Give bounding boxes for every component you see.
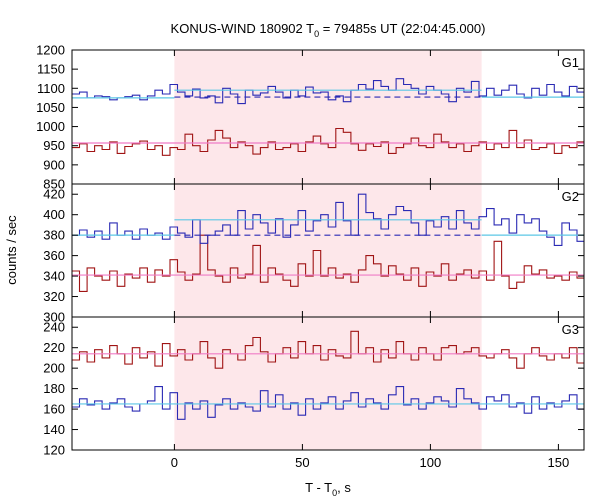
panels-group: 85090095010001050110011501200G1300320340… [36, 43, 585, 470]
shaded-interval [174, 317, 482, 450]
y-tick-label: 420 [43, 187, 65, 202]
x-axis-label-subscript: 0 [332, 488, 337, 498]
y-tick-label: 140 [43, 422, 65, 437]
y-tick-label: 340 [43, 269, 65, 284]
panel-label: G3 [562, 322, 579, 337]
y-tick-label: 1200 [36, 43, 65, 58]
x-tick-label: 50 [295, 455, 309, 470]
red-series-step [72, 234, 584, 292]
x-tick-label: 100 [420, 455, 442, 470]
y-tick-label: 120 [43, 443, 65, 458]
y-axis-label: counts / sec [4, 215, 19, 285]
y-tick-label: 180 [43, 381, 65, 396]
y-tick-label: 1050 [36, 100, 65, 115]
y-tick-label: 380 [43, 228, 65, 243]
panel-g2: 300 320 340 360 380 400 420 G2 [43, 183, 585, 325]
y-tick-label: 160 [43, 402, 65, 417]
x-tick-label: 0 [171, 455, 178, 470]
y-tick-label: 850 [43, 177, 65, 192]
y-tick-label: 900 [43, 157, 65, 172]
y-tick-label: 320 [43, 289, 65, 304]
panel-g1: 850 900 950 1000 1050 1100 1150 1200 G1 [36, 43, 585, 192]
y-tick-label: 1150 [37, 62, 65, 77]
shaded-interval [174, 50, 482, 184]
x-axis-label: T - T0, s [305, 480, 351, 498]
blue-series-step [72, 386, 584, 420]
panel-g3: 120 140 160 180 200 220 240 0 50 100 150 G3 [43, 316, 585, 470]
y-tick-label: 400 [43, 207, 65, 222]
blue-series-step [72, 78, 584, 105]
blue-series-step [72, 193, 584, 246]
y-tick-label: 1100 [37, 81, 65, 96]
y-tick-label: 950 [43, 138, 65, 153]
y-tick-label: 1000 [36, 119, 65, 134]
y-tick-label: 300 [43, 310, 65, 325]
y-tick-label: 240 [43, 320, 65, 335]
y-tick-label: 200 [43, 361, 65, 376]
chart-title-subscript: 0 [314, 29, 319, 39]
y-tick-label: 220 [43, 340, 65, 355]
chart-title: KONUS-WIND 180902 T0 = 79485s UT (22:04:… [171, 21, 486, 39]
red-series-step [72, 127, 584, 156]
shaded-interval [174, 184, 482, 317]
x-tick-label: 150 [548, 455, 570, 470]
panel-label: G1 [562, 55, 579, 70]
panel-frame [71, 316, 585, 451]
y-tick-label: 360 [43, 248, 65, 263]
panel-label: G2 [562, 189, 579, 204]
